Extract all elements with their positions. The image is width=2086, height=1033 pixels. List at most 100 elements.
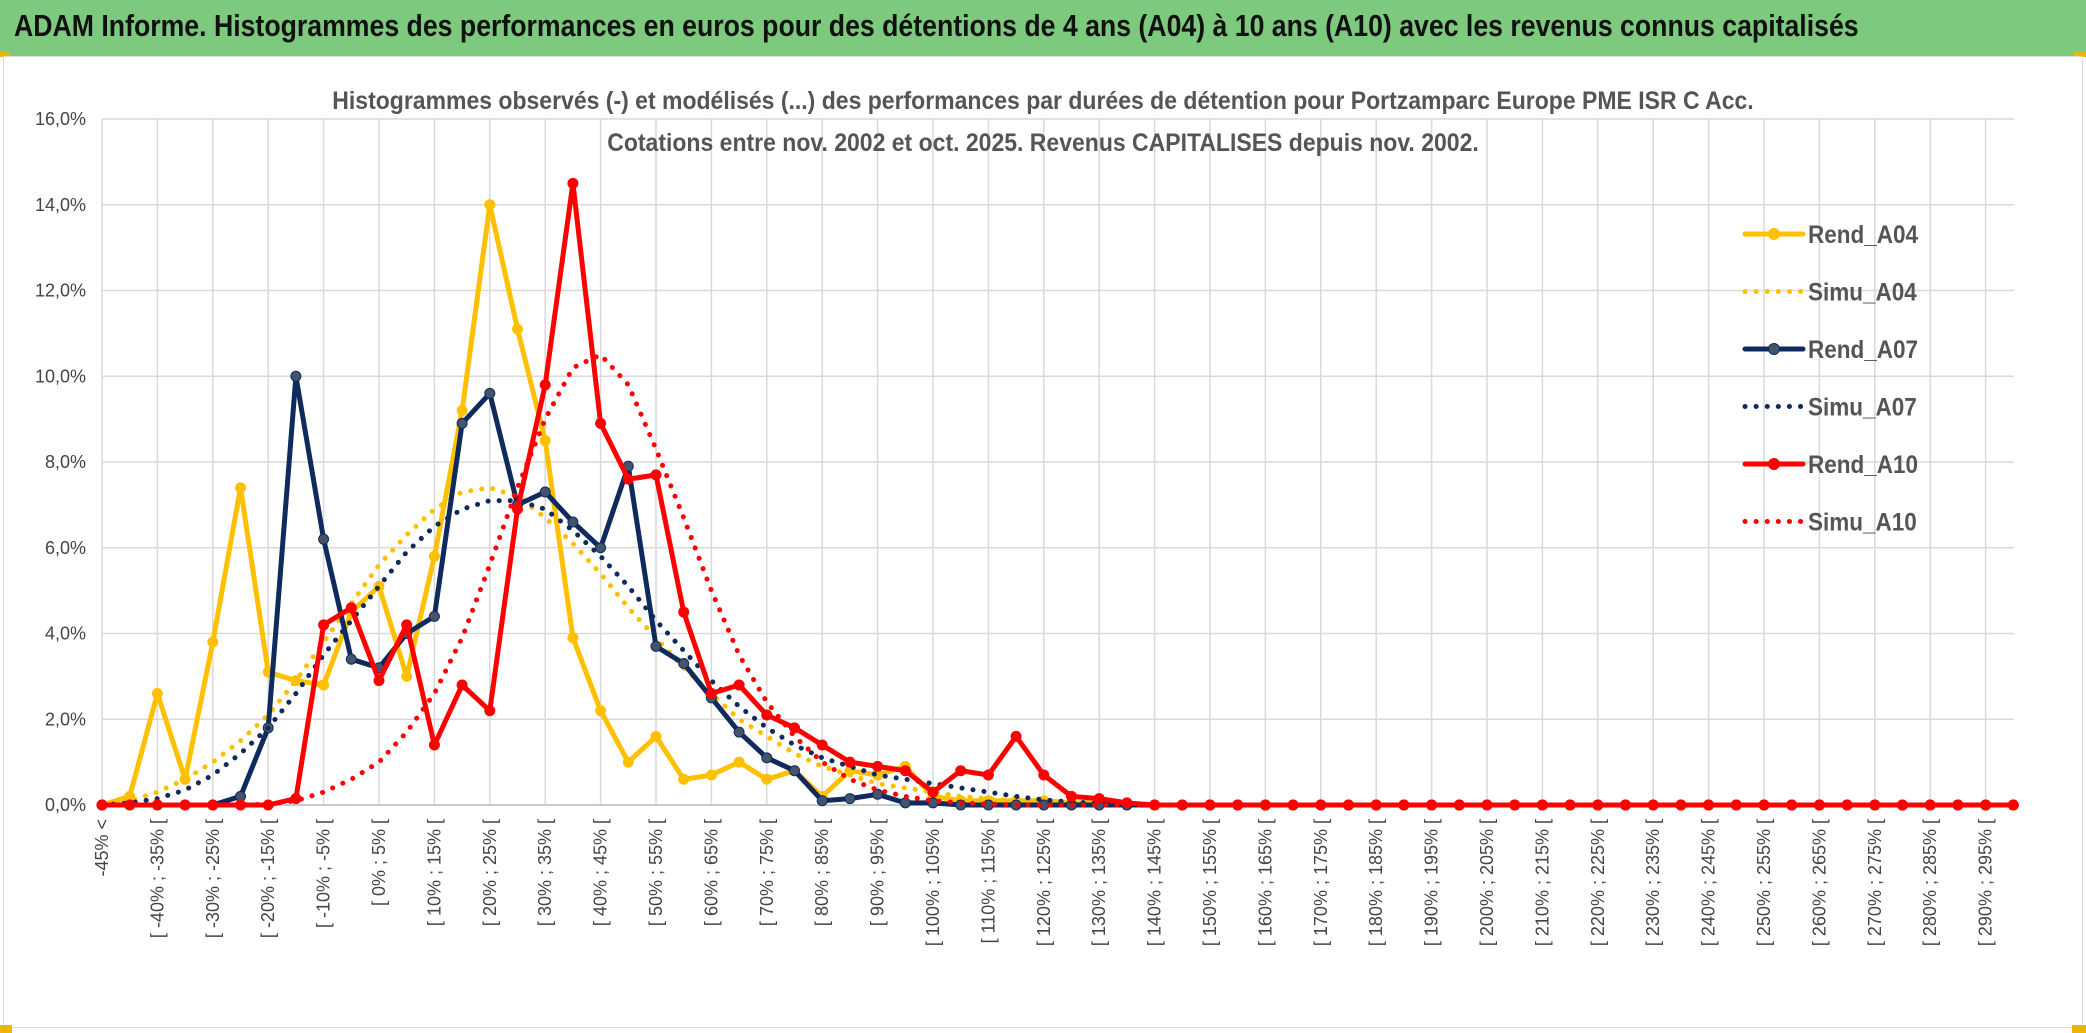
data-point [816,795,828,807]
x-tick-label: [ -10% ; -5% [ [314,819,334,928]
x-tick-label: [ 160% ; 165% [ [1255,819,1275,946]
series-line-Rend_A10 [99,180,2016,808]
y-tick-label: 6,0% [45,538,86,558]
data-point [816,739,828,751]
legend: Rend_A04 Simu_A04 Rend_A07 Simu_A07 Rend_A10… [1742,221,1919,537]
data-point [207,636,219,648]
series-line-Simu_A04 [99,485,2016,808]
data-point [622,756,634,768]
data-point [345,602,357,614]
x-tick-label: [ -40% ; -35% [ [147,819,167,938]
data-point [733,679,745,691]
x-tick-label: [ 50% ; 55% [ [646,819,666,926]
x-tick-label: [ 210% ; 215% [ [1532,819,1552,946]
data-point [235,482,246,494]
data-point [761,773,773,785]
series-line-Simu_A10 [99,352,2016,808]
legend-item: Simu_A04 [1742,278,1917,307]
y-tick-label: 8,0% [45,452,86,472]
data-point [512,323,523,335]
x-tick-label: [ 90% ; 95% [ [868,819,888,926]
data-point [401,619,413,631]
x-tick-label: [ 190% ; 195% [ [1422,819,1442,946]
grid [101,118,2014,806]
x-tick-label: [ 20% ; 25% [ [480,819,500,926]
data-point [844,756,856,768]
data-point [705,769,717,781]
x-tick-label: [ 120% ; 125% [ [1034,819,1054,946]
x-tick-label: [ 30% ; 35% [ [535,819,555,926]
x-tick-label: [ 260% ; 265% [ [1809,819,1829,946]
chart-frame [3,56,2083,1028]
legend-label: Simu_A07 [1808,393,1917,421]
data-point [151,688,163,700]
chart-subtitle: Cotations entre nov. 2002 et oct. 2025. … [607,129,1479,157]
series-line-Rend_A04 [99,202,2016,808]
data-point [345,653,357,665]
data-point [567,177,579,189]
header-title: ADAM Informe. Histogrammes des performan… [14,8,1859,43]
data-point [733,726,745,738]
data-point [650,469,662,481]
data-point [899,765,911,777]
legend-label: Simu_A04 [1808,278,1917,306]
legend-marker [1768,228,1780,240]
legend-item: Rend_A10 [1742,451,1918,479]
series-line-Rend_A07 [99,373,2016,808]
data-point [595,542,607,554]
data-point [1093,793,1105,805]
x-tick-label: [ 10% ; 15% [ [424,819,444,926]
y-tick-label: 4,0% [45,624,86,644]
x-tick-label: [ 150% ; 155% [ [1200,819,1220,946]
x-tick-label: [ 220% ; 225% [ [1588,819,1608,946]
legend-label: Rend_A04 [1808,221,1919,249]
data-point [899,797,911,809]
legend-item: Simu_A10 [1742,508,1917,537]
y-tick-label: 2,0% [45,709,86,729]
data-point [761,709,773,721]
data-point [650,730,662,742]
chart-title: Histogrammes observés (-) et modélisés (… [332,87,1753,115]
data-point [650,640,662,652]
corner-marker [0,52,10,57]
data-point [373,675,385,687]
data-point [1038,769,1050,781]
data-point [290,370,302,382]
data-point [789,722,800,734]
data-point [761,752,773,764]
data-point [733,756,745,768]
x-tick-label: [ 130% ; 135% [ [1089,819,1109,946]
x-tick-label: [ 80% ; 85% [ [812,819,832,926]
data-point [982,769,994,781]
legend-label: Simu_A10 [1808,508,1917,536]
data-point [872,788,884,800]
x-tick-label: [ -30% ; -25% [ [203,819,223,938]
legend-marker [1768,343,1780,355]
data-point [428,739,440,751]
data-point [428,550,440,562]
x-tick-label: [ 40% ; 45% [ [591,819,611,926]
data-point [567,632,579,644]
y-tick-label: 10,0% [35,366,86,386]
data-point [539,379,551,391]
data-point [539,486,551,498]
y-tick-label: 14,0% [35,195,86,215]
x-tick-label: [ 230% ; 235% [ [1643,819,1663,946]
data-point [512,503,523,515]
data-point [318,533,330,545]
corner-marker [2074,52,2086,57]
x-tick-label: [ 110% ; 115% [ [978,819,998,943]
legend-label: Rend_A07 [1808,336,1918,364]
data-point [484,387,496,399]
data-point [567,516,579,528]
x-tick-label: [ 60% ; 65% [ [701,819,721,926]
data-point [318,679,330,691]
data-point [595,417,607,429]
legend-label: Rend_A10 [1808,451,1918,479]
x-tick-label: [ 180% ; 185% [ [1366,819,1386,946]
y-tick-label: 16,0% [35,109,86,129]
x-tick-label: [ 70% ; 75% [ [757,819,777,926]
x-tick-label: [ 140% ; 145% [ [1145,819,1165,946]
data-point [927,786,939,798]
